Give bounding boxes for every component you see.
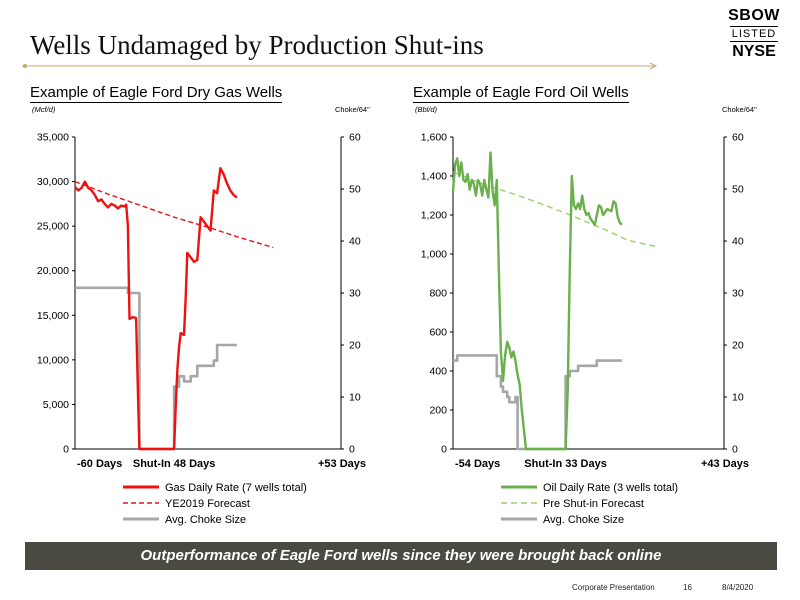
gas-y2tick-label: 60 — [349, 132, 361, 144]
oil-y2tick-label: 20 — [732, 340, 744, 352]
footer-page: 16 — [683, 583, 692, 592]
gas-chart: 0 5,000 10,000 15,000 20,000 25,000 30,000 35,0… — [37, 132, 366, 527]
gas-legend-label-0: Gas Daily Rate (7 wells total) — [165, 482, 307, 494]
gas-y2-unit: Choke/64" — [335, 105, 370, 114]
oil-series-2-line — [453, 354, 622, 451]
oil-ytick-label: 1,200 — [421, 210, 447, 222]
logo-line3: NYSE — [732, 43, 776, 60]
oil-chart-title: Example of Eagle Ford Oil Wells — [413, 84, 629, 103]
oil-ytick-label: 1,400 — [421, 171, 447, 183]
banner: Outperformance of Eagle Ford wells since… — [25, 542, 777, 570]
gas-series-1-line — [74, 180, 274, 249]
gas-ytick-label: 20,000 — [37, 265, 69, 277]
page-title: Wells Undamaged by Production Shut-ins — [30, 30, 484, 60]
oil-y2tick-label: 30 — [732, 288, 744, 300]
gas-y2tick-label: 0 — [349, 444, 355, 456]
oil-y2tick-label: 10 — [732, 392, 744, 404]
oil-chart: 0 200 400 600 800 1,000 1,200 1,400 1,600 0 10 20 30… — [421, 132, 749, 527]
gas-ytick-label: 15,000 — [37, 310, 69, 322]
gas-ytick-label: 35,000 — [37, 132, 69, 144]
gas-y2tick-label: 10 — [349, 392, 361, 404]
oil-xtick-label: Shut-In 33 Days — [524, 458, 607, 470]
oil-ytick-label: 200 — [429, 405, 447, 417]
oil-ytick-label: 400 — [429, 366, 447, 378]
gas-ytick-label: 30,000 — [37, 176, 69, 188]
gas-ytick-label: 5,000 — [43, 399, 69, 411]
title-rule — [22, 62, 658, 70]
oil-ytick-label: 1,000 — [421, 249, 447, 261]
oil-xtick-label: +43 Days — [701, 458, 749, 470]
gas-series-2-line — [75, 286, 237, 451]
gas-y2tick-label: 50 — [349, 184, 361, 196]
oil-y2-unit: Choke/64" — [722, 105, 757, 114]
gas-xtick-label: Shut-In 48 Days — [133, 458, 216, 470]
oil-y2tick-label: 60 — [732, 132, 744, 144]
sbow-logo: SBOW LISTED NYSE — [724, 6, 784, 62]
gas-ytick-label: 25,000 — [37, 221, 69, 233]
oil-series-0-line — [451, 151, 623, 451]
gas-legend-label-2: Avg. Choke Size — [165, 514, 246, 526]
oil-legend-label-1: Pre Shut-in Forecast — [543, 498, 644, 510]
gas-ytick-label: 0 — [63, 444, 69, 456]
gas-chart-title: Example of Eagle Ford Dry Gas Wells — [30, 84, 283, 103]
gas-xtick-label: +53 Days — [318, 458, 366, 470]
gas-series-0-line — [74, 166, 238, 451]
gas-y2tick-label: 30 — [349, 288, 361, 300]
oil-xtick-label: -54 Days — [455, 458, 500, 470]
oil-ytick-label: 0 — [441, 444, 447, 456]
logo-line2: LISTED — [730, 26, 778, 42]
oil-legend-label-2: Avg. Choke Size — [543, 514, 624, 526]
gas-xtick-label: -60 Days — [77, 458, 122, 470]
oil-series-1-line — [452, 171, 656, 247]
oil-y2tick-label: 50 — [732, 184, 744, 196]
oil-y2tick-label: 40 — [732, 236, 744, 248]
gas-y2tick-label: 20 — [349, 340, 361, 352]
gas-legend-label-1: YE2019 Forecast — [165, 498, 250, 510]
footer-date: 8/4/2020 — [722, 583, 754, 592]
oil-y-unit: (Bbl/d) — [415, 105, 438, 114]
oil-y2tick-label: 0 — [732, 444, 738, 456]
oil-legend-label-0: Oil Daily Rate (3 wells total) — [543, 482, 678, 494]
footer-label: Corporate Presentation — [572, 583, 655, 592]
oil-ytick-label: 1,600 — [421, 132, 447, 144]
gas-ytick-label: 10,000 — [37, 354, 69, 366]
oil-ytick-label: 600 — [429, 327, 447, 339]
gas-y-unit: (Mcf/d) — [32, 105, 56, 114]
logo-line1: SBOW — [728, 7, 780, 24]
gas-y2tick-label: 40 — [349, 236, 361, 248]
oil-ytick-label: 800 — [429, 288, 447, 300]
